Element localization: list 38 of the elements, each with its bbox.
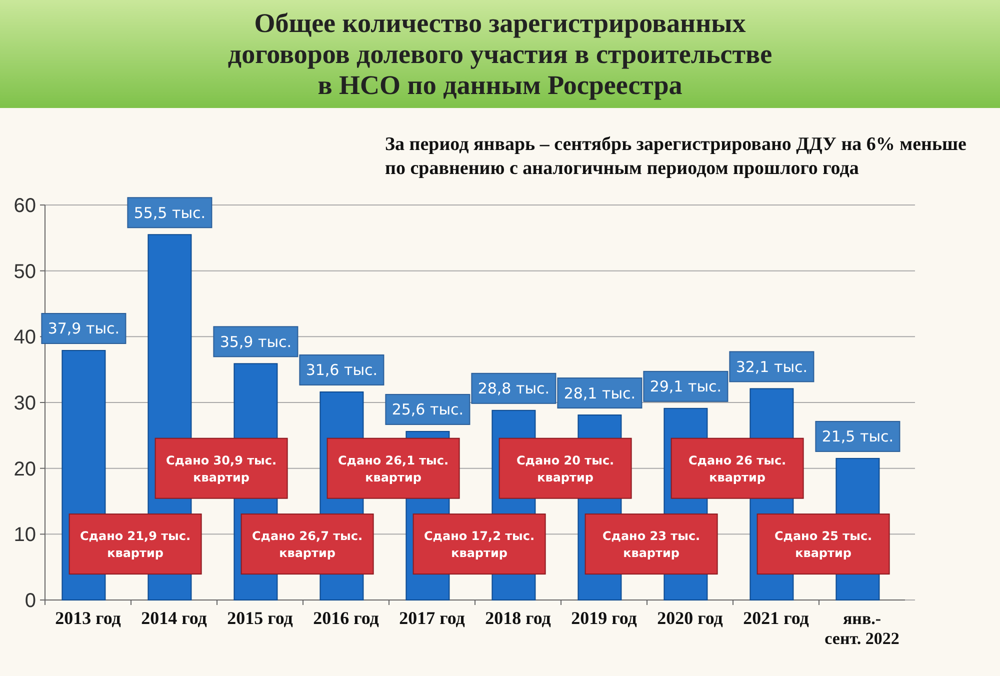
x-tick-label: 2018 год (485, 608, 551, 628)
annotation: Сдано 26,1 тыс. квартир (338, 453, 449, 484)
data-label: 35,9 тыс. (220, 332, 292, 351)
annotation: Сдано 20 тыс. квартир (516, 453, 614, 484)
y-tick-label: 30 (14, 392, 36, 414)
annotation: Сдано 25 тыс. квартир (774, 529, 872, 560)
y-tick-label: 50 (14, 260, 36, 283)
x-tick-label: 2016 год (313, 608, 379, 628)
annotation: Сдано 21,9 тыс. квартир (80, 529, 191, 560)
x-tick-label: 2020 год (657, 608, 723, 628)
data-label: 28,1 тыс. (564, 384, 636, 402)
x-tick-label: 2013 год (55, 608, 121, 628)
annotation: Сдано 30,9 тыс. квартир (166, 453, 277, 484)
chart-subtitle: За период январь – сентябрь зарегистрировано ДДУ на 6% меньше по сравнению с аналогичным периодом прошлого года (385, 134, 966, 179)
data-label: 31,6 тыс. (306, 361, 378, 380)
y-tick-label: 60 (14, 195, 36, 217)
x-tick-label: янв.- сент. 2022 (824, 609, 900, 648)
annotation: Сдано 26,7 тыс. квартир (252, 529, 363, 560)
x-tick-label: 2019 год (571, 608, 637, 628)
data-label: 25,6 тыс. (392, 400, 464, 419)
data-label: 55,5 тыс. (134, 204, 206, 222)
x-tick-label: 2014 год (141, 608, 207, 628)
y-tick-label: 20 (14, 458, 36, 480)
x-tick-label: 2017 год (399, 608, 465, 628)
data-label: 28,8 тыс. (478, 380, 550, 398)
annotation: Сдано 17,2 тыс. квартир (424, 529, 535, 560)
data-label: 21,5 тыс. (822, 428, 894, 446)
x-tick-label: 2021 год (743, 608, 809, 628)
data-label: 29,1 тыс. (650, 378, 722, 396)
x-tick-label: 2015 год (227, 608, 293, 628)
annotation: Сдано 26 тыс. квартир (688, 453, 786, 484)
annotation: Сдано 23 тыс. квартир (602, 529, 700, 560)
y-tick-label: 0 (24, 590, 36, 612)
data-label: 32,1 тыс. (736, 358, 808, 376)
y-tick-label: 10 (14, 524, 36, 546)
chart-title: Общее количество зарегистрированных договоров долевого участия в строительстве в НСО по данным Росреестра (228, 8, 772, 100)
data-label: 37,9 тыс. (48, 320, 120, 338)
y-tick-label: 40 (14, 326, 36, 349)
